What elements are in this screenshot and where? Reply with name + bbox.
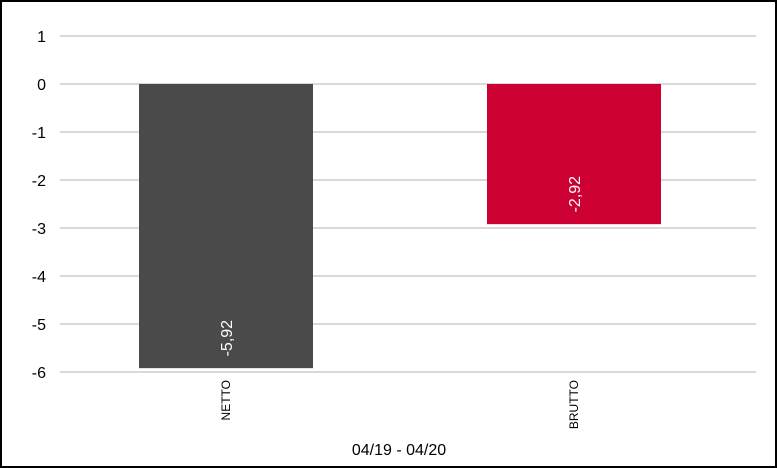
category-label-brutto: BRUTTO [567,380,581,429]
y-tick-label: -2 [32,173,46,190]
y-tick-label: 0 [37,77,46,94]
bars: -5,92 -2,92 [139,84,661,369]
y-tick-label: -4 [32,269,46,286]
y-tick-label: -5 [32,317,46,334]
y-tick-label: -3 [32,221,46,238]
y-tick-label: -1 [32,125,46,142]
bar-netto [139,84,313,369]
x-axis-title: 04/19 - 04/20 [352,442,446,459]
x-axis: NETTO BRUTTO [219,380,581,429]
y-axis: 1 0 -1 -2 -3 -4 -5 -6 [32,29,46,382]
bar-brutto [487,84,661,225]
data-label-netto: -5,92 [219,320,236,357]
y-tick-label: -6 [32,365,46,382]
y-tick-label: 1 [37,29,46,46]
category-label-netto: NETTO [219,380,233,420]
data-label-brutto: -2,92 [567,176,584,213]
